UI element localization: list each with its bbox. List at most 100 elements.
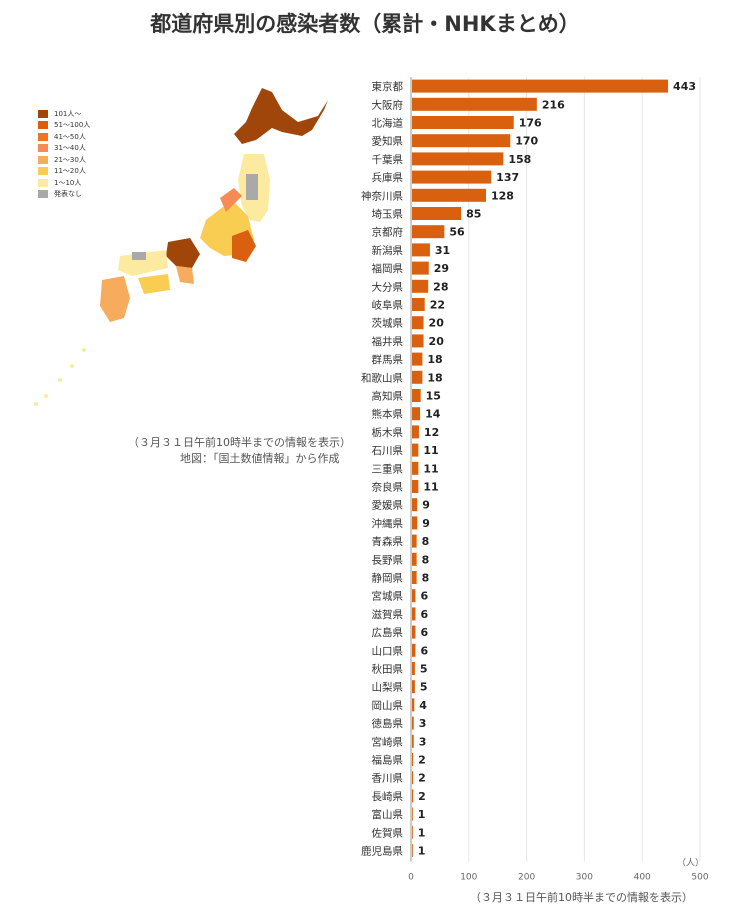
bar xyxy=(412,753,414,766)
value-label: 20 xyxy=(429,317,445,330)
map-region-kyushu xyxy=(100,276,130,322)
category-label: 北海道 xyxy=(372,117,404,130)
category-label: 熊本県 xyxy=(372,408,404,421)
category-label: 宮城県 xyxy=(372,590,404,603)
bar xyxy=(412,152,504,166)
value-label: 85 xyxy=(466,208,481,221)
page-title: 都道府県別の感染者数（累計・NHKまとめ） xyxy=(150,12,580,36)
bar xyxy=(412,607,416,621)
bar xyxy=(412,97,537,111)
bar xyxy=(412,279,429,293)
legend-label: 11〜20人 xyxy=(54,167,86,176)
bar xyxy=(412,480,419,493)
map-region-okinawa-4 xyxy=(44,394,48,398)
bar xyxy=(412,498,418,512)
map-region-chugoku-grey xyxy=(132,252,146,260)
bar xyxy=(412,389,421,402)
legend-swatch xyxy=(38,178,48,187)
category-label: 茨城県 xyxy=(372,317,404,330)
bar xyxy=(412,589,416,603)
bar xyxy=(412,789,414,803)
map-region-okinawa-2 xyxy=(70,364,74,368)
value-label: 18 xyxy=(427,371,442,384)
legend-swatch xyxy=(38,132,48,141)
category-label: 奈良県 xyxy=(372,481,404,494)
category-label: 富山県 xyxy=(372,808,404,821)
value-label: 15 xyxy=(426,390,441,403)
value-label: 1 xyxy=(418,826,426,839)
category-label: 神奈川県 xyxy=(361,189,403,202)
category-label: 愛媛県 xyxy=(372,499,404,512)
legend-label: 発表なし xyxy=(54,190,82,199)
map-note-date: （３月３１日午前10時半までの情報を表示） xyxy=(128,436,351,449)
map-note-source: 地図：「国土数値情報」から作成 xyxy=(180,452,340,465)
map-legend: 101人〜 51〜100人 41〜50人 31〜40人 21〜30人 11〜20人 1〜10… xyxy=(38,108,90,200)
category-label: 静岡県 xyxy=(372,572,404,585)
value-label: 2 xyxy=(418,754,426,767)
legend-swatch xyxy=(38,121,48,130)
bar xyxy=(412,807,413,821)
value-label: 8 xyxy=(422,535,430,548)
category-label: 香川県 xyxy=(372,773,404,785)
category-label: 埼玉県 xyxy=(372,208,404,221)
bar xyxy=(412,334,424,348)
bar xyxy=(412,407,421,421)
value-label: 6 xyxy=(420,644,428,657)
category-label: 広島県 xyxy=(372,626,404,639)
value-label: 31 xyxy=(435,244,450,257)
value-label: 11 xyxy=(423,462,438,475)
value-label: 2 xyxy=(418,790,426,803)
x-tick-label: 100 xyxy=(460,873,477,883)
bar xyxy=(412,534,417,548)
category-label: 鹿児島県 xyxy=(361,845,403,858)
category-label: 千葉県 xyxy=(372,153,404,166)
category-label: 福島県 xyxy=(372,754,404,767)
bar xyxy=(412,625,416,639)
legend-label: 21〜30人 xyxy=(54,155,86,164)
bar xyxy=(412,134,511,148)
legend-swatch xyxy=(38,155,48,164)
value-label: 28 xyxy=(433,280,448,293)
value-label: 2 xyxy=(418,772,426,785)
category-label: 福岡県 xyxy=(372,262,404,275)
map-region-kinki xyxy=(166,238,200,268)
category-label: 栃木県 xyxy=(372,426,404,439)
value-label: 9 xyxy=(422,517,430,530)
category-label: 山口県 xyxy=(372,645,404,657)
x-tick-label: 300 xyxy=(576,873,593,883)
value-label: 8 xyxy=(422,572,430,585)
legend-item: 41〜50人 xyxy=(38,131,90,143)
legend-item: 21〜30人 xyxy=(38,154,90,166)
category-label: 高知県 xyxy=(372,390,404,403)
value-label: 128 xyxy=(491,189,514,202)
value-label: 8 xyxy=(422,553,430,566)
category-label: 長野県 xyxy=(372,554,404,566)
map-region-okinawa-3 xyxy=(58,378,62,382)
category-label: 沖縄県 xyxy=(372,517,404,530)
category-label: 滋賀県 xyxy=(372,608,404,621)
legend-item: 101人〜 xyxy=(38,108,90,120)
bar xyxy=(412,680,415,694)
value-label: 4 xyxy=(419,699,427,712)
value-label: 14 xyxy=(425,408,441,421)
map-region-chugoku xyxy=(118,250,168,276)
chart-note: （３月３１日午前10時半までの情報を表示） xyxy=(470,891,693,904)
value-label: 1 xyxy=(418,808,426,821)
category-label: 三重県 xyxy=(372,462,404,475)
value-label: 9 xyxy=(422,499,430,512)
legend-label: 1〜10人 xyxy=(54,178,82,187)
value-label: 18 xyxy=(427,353,442,366)
value-label: 3 xyxy=(419,717,427,730)
bar xyxy=(412,552,417,566)
category-label: 徳島県 xyxy=(372,717,404,730)
bar xyxy=(412,316,424,330)
value-label: 5 xyxy=(420,663,428,676)
bar xyxy=(412,79,669,93)
legend-label: 41〜50人 xyxy=(54,132,86,141)
value-label: 20 xyxy=(429,335,445,348)
value-label: 1 xyxy=(418,845,426,858)
x-tick-label: 500 xyxy=(691,873,708,883)
legend-swatch xyxy=(38,109,48,118)
legend-item: 51〜100人 xyxy=(38,120,90,132)
